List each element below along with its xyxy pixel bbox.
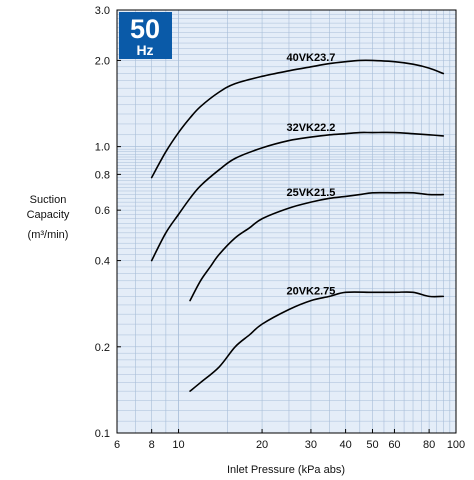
x-tick-label: 80: [423, 439, 435, 451]
y-axis-title: Suction Capacity (m³/min): [27, 194, 70, 241]
y-tick-label: 0.1: [95, 428, 110, 440]
x-axis-title: Inlet Pressure (kPa abs): [227, 464, 345, 476]
y-tick-label: 3.0: [95, 5, 110, 17]
series-line-1: [150, 131, 445, 262]
x-tick-label: 6: [114, 439, 120, 451]
frequency-badge: 50 Hz: [119, 12, 172, 59]
y-axis-title-line-2: Capacity: [27, 209, 70, 221]
grid: [116, 9, 457, 434]
series-label-0: 40VK23.7: [286, 52, 335, 64]
x-tick-label: 60: [388, 439, 400, 451]
y-tick-label: 2.0: [95, 55, 110, 67]
series-line-2: [189, 191, 445, 302]
y-tick-label: 0.4: [95, 256, 110, 268]
badge-frequency: 50: [130, 14, 160, 44]
x-tick-label: 30: [305, 439, 317, 451]
series-label-3: 20VK2.75: [286, 286, 335, 298]
x-tick-label: 20: [256, 439, 268, 451]
y-tick-label: 0.8: [95, 169, 110, 181]
badge-unit: Hz: [136, 42, 153, 58]
x-tick-label: 50: [366, 439, 378, 451]
x-tick-label: 10: [172, 439, 184, 451]
series-line-0: [150, 59, 445, 179]
series-label-1: 32VK22.2: [286, 122, 335, 134]
badge-background: [119, 12, 172, 59]
series-lines: [150, 59, 445, 392]
series-labels: 40VK23.7 32VK22.2 25VK21.5 20VK2.75: [286, 52, 335, 298]
y-tick-label: 1.0: [95, 142, 110, 154]
y-tick-labels: 0.1 0.2 0.4 0.6 0.8 1.0 2.0 3.0: [95, 5, 121, 440]
x-tick-labels: 6 8 10 20 30 40 50 60 80 100: [114, 429, 465, 451]
series-label-2: 25VK21.5: [286, 187, 335, 199]
x-tick-label: 40: [339, 439, 351, 451]
y-tick-label: 0.2: [95, 342, 110, 354]
x-tick-label: 100: [447, 439, 465, 451]
y-axis-title-line-1: Suction: [30, 194, 67, 206]
plot-frame: [116, 9, 457, 434]
y-tick-label: 0.6: [95, 205, 110, 217]
x-tick-label: 8: [149, 439, 155, 451]
y-axis-title-line-3: (m³/min): [28, 229, 69, 241]
series-line-3: [189, 291, 445, 392]
